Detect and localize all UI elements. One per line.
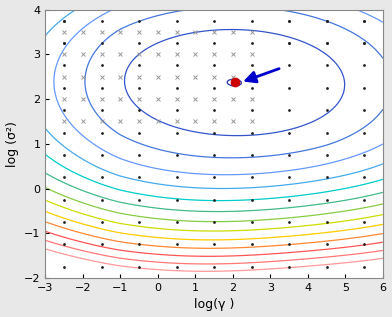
- Y-axis label: log (σ²): log (σ²): [5, 121, 18, 167]
- X-axis label: log(γ ): log(γ ): [194, 298, 234, 311]
